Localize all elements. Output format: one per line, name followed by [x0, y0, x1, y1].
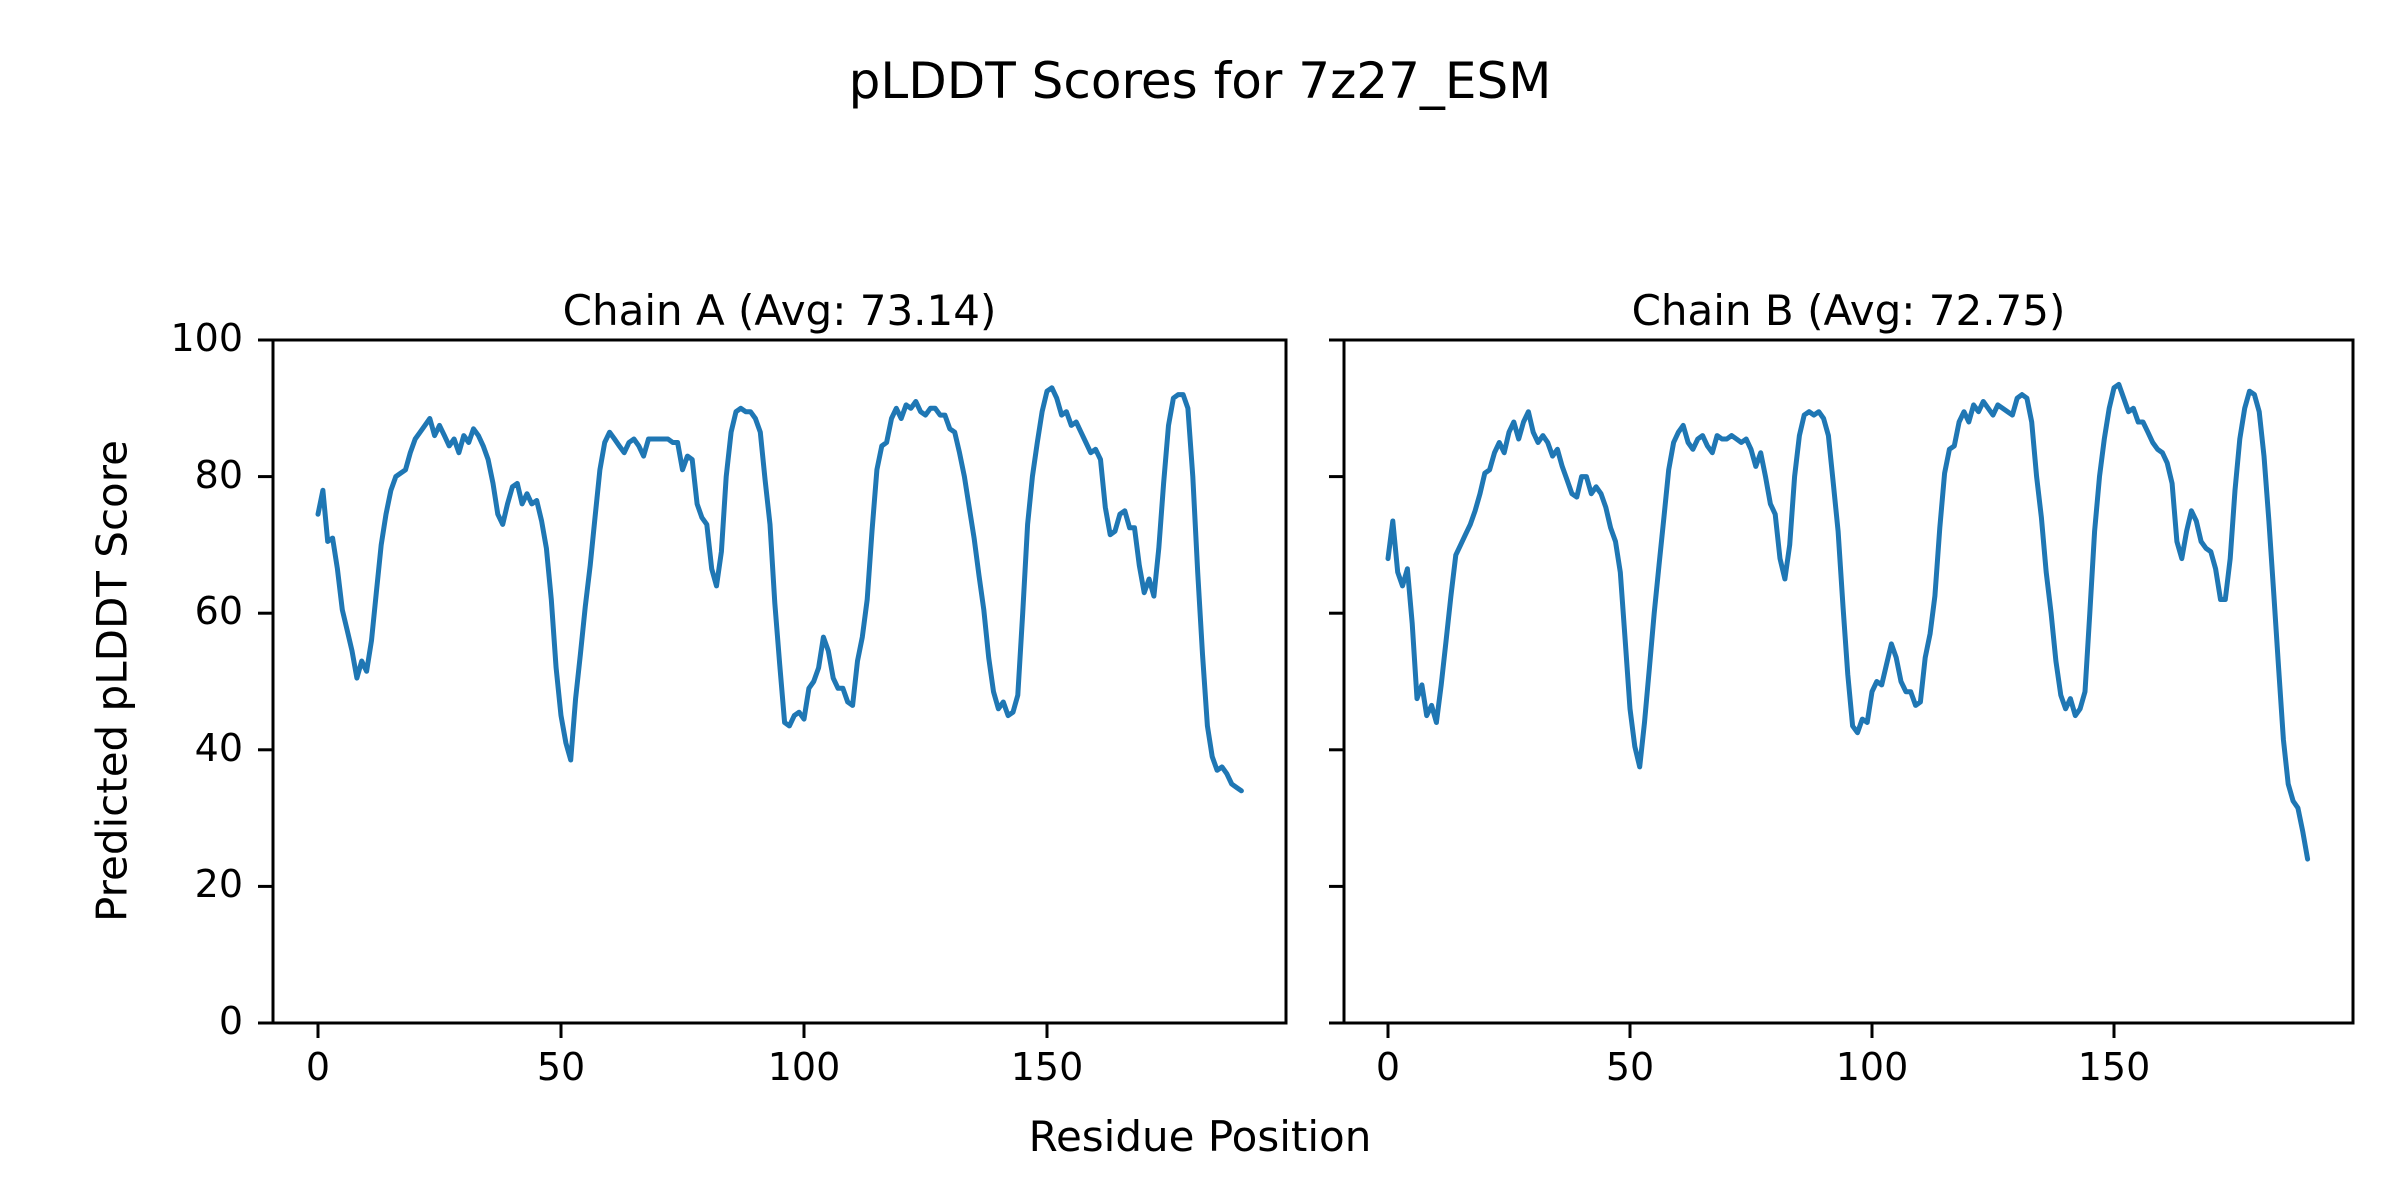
x-tick-label: 0: [305, 1045, 331, 1089]
x-tick-label: 100: [767, 1045, 841, 1089]
plddt-line-chain-b: [1385, 381, 2311, 862]
subplot-a-frame: [271, 338, 1288, 1025]
x-tick-label: 50: [536, 1045, 586, 1089]
plddt-line-chain-a: [315, 385, 1244, 794]
y-tick-label: 40: [194, 725, 243, 770]
subplot-b-title: Chain B (Avg: 72.75): [1631, 286, 2066, 335]
x-tick-label: 50: [1605, 1045, 1655, 1089]
x-tick-label: 100: [1835, 1045, 1909, 1089]
x-axis-label: Residue Position: [1028, 1112, 1372, 1161]
x-tick-label: 150: [2077, 1045, 2151, 1089]
figure-title: pLDDT Scores for 7z27_ESM: [848, 52, 1552, 110]
y-tick-label: 20: [194, 862, 243, 907]
y-tick-label: 60: [194, 589, 243, 634]
y-tick-label: 80: [194, 452, 243, 497]
y-tick-label: 100: [170, 316, 243, 360]
y-tick-label: 0: [218, 999, 243, 1043]
subplot-b-frame: [1342, 338, 2355, 1025]
subplot-a-title: Chain A (Avg: 73.14): [562, 286, 997, 335]
x-tick-label: 150: [1010, 1045, 1084, 1089]
x-tick-label: 0: [1375, 1045, 1401, 1089]
